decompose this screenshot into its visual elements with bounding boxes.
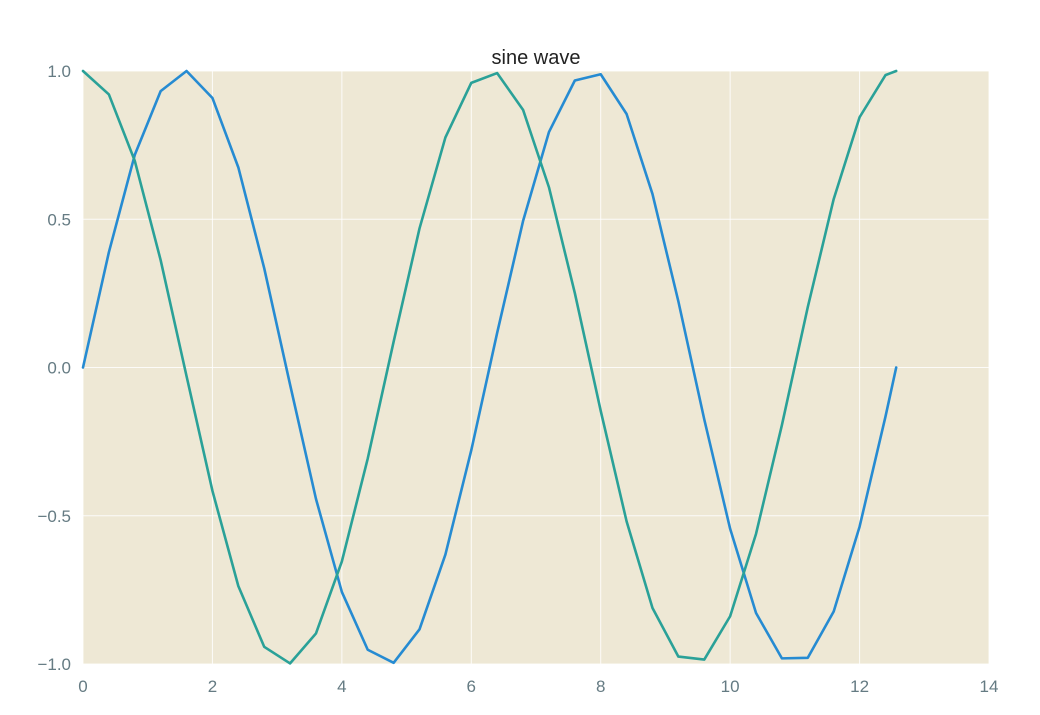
series-line-1 <box>81 69 898 665</box>
x-tick-label: 0 <box>78 677 87 696</box>
y-tick-label: 1.0 <box>47 62 71 81</box>
series-line-2 <box>81 69 898 665</box>
y-axis: 1.0 0.5 0.0 −0.5 −1.0 <box>37 62 71 674</box>
x-tick-label: 14 <box>980 677 999 696</box>
y-tick-label: −1.0 <box>37 655 71 674</box>
x-tick-label: 8 <box>596 677 605 696</box>
series-layer <box>81 69 898 665</box>
x-tick-label: 2 <box>208 677 217 696</box>
x-tick-label: 6 <box>467 677 476 696</box>
x-tick-label: 4 <box>337 677 346 696</box>
y-tick-label: 0.5 <box>47 210 71 229</box>
grid <box>82 70 990 665</box>
x-tick-label: 10 <box>721 677 740 696</box>
x-tick-label: 12 <box>850 677 869 696</box>
chart-title: sine wave <box>492 47 581 69</box>
y-tick-label: −0.5 <box>37 507 71 526</box>
y-tick-label: 0.0 <box>47 359 71 378</box>
x-axis: 0 2 4 6 8 10 12 14 <box>78 677 998 696</box>
